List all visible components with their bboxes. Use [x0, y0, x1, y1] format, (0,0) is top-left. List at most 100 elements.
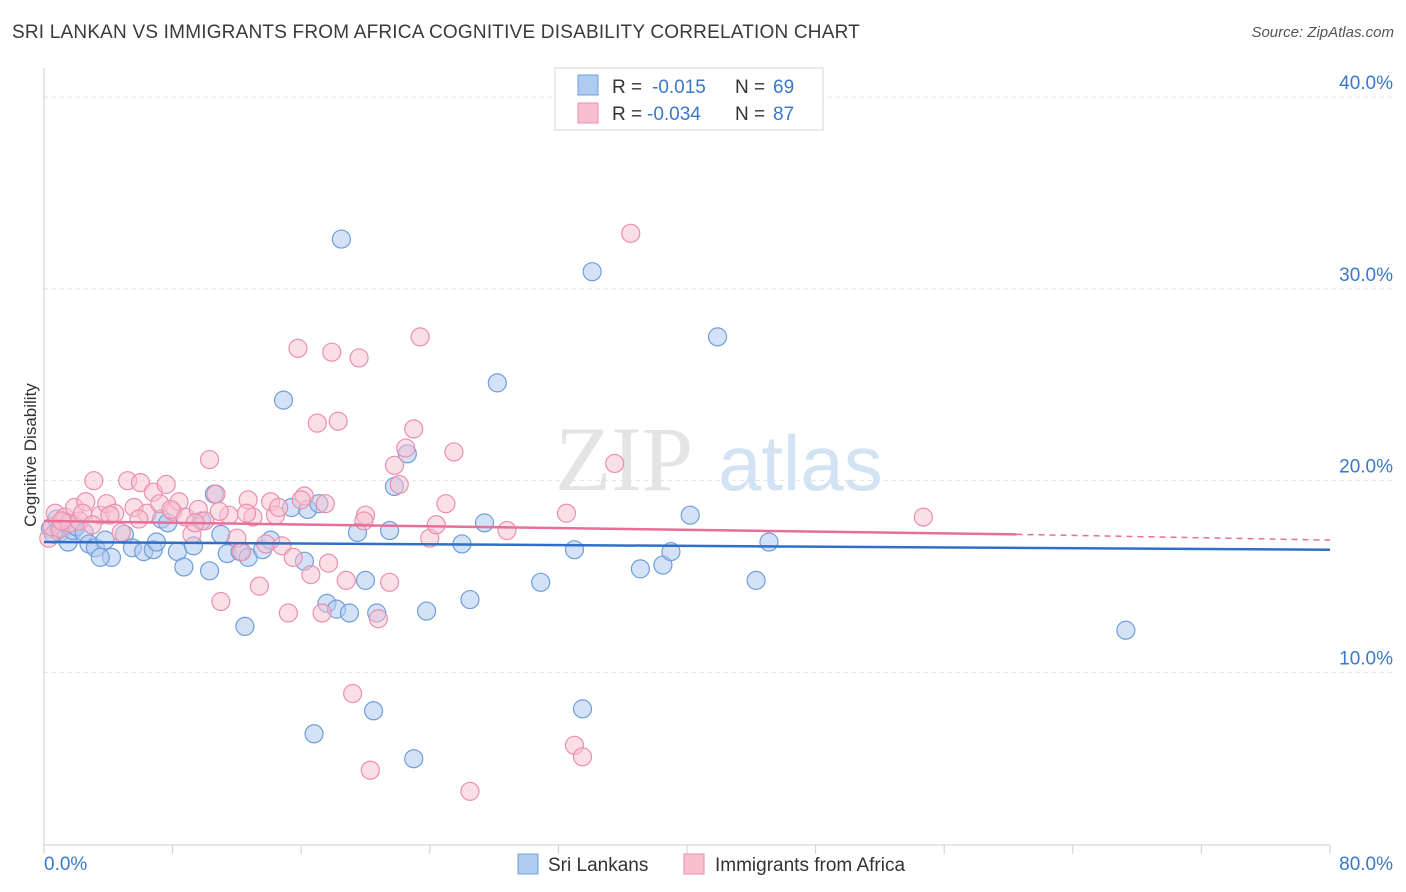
point-immigrants-africa	[269, 497, 289, 518]
y-tick-label: 20.0%	[1339, 457, 1393, 478]
trend-lines	[43, 519, 1331, 551]
x-tick-label-end: 80.0%	[1339, 854, 1393, 875]
point-sri-lankans	[1116, 620, 1136, 640]
point-sri-lankans	[630, 559, 650, 579]
point-sri-lankans	[380, 520, 400, 541]
point-sri-lankans	[474, 513, 495, 533]
point-immigrants-africa	[283, 547, 303, 567]
point-immigrants-africa	[384, 455, 405, 475]
point-sri-lankans	[235, 616, 255, 637]
point-immigrants-africa	[278, 603, 298, 623]
point-immigrants-africa	[404, 419, 424, 439]
point-sri-lankans	[460, 589, 480, 610]
x-tick-label-start: 0.0%	[44, 854, 87, 875]
gridlines	[44, 96, 1392, 673]
point-immigrants-africa	[315, 494, 335, 514]
point-sri-lankans	[564, 540, 585, 560]
watermark-zip: ZIP	[555, 408, 693, 510]
stats-r-label-2: R =	[612, 104, 642, 125]
point-immigrants-africa	[605, 453, 625, 474]
point-sri-lankans	[680, 505, 700, 525]
point-immigrants-africa	[130, 472, 151, 493]
legend-label-immigrants-africa: Immigrants from Africa	[715, 855, 905, 876]
point-sri-lankans	[759, 532, 779, 552]
point-immigrants-africa	[161, 499, 181, 520]
point-immigrants-africa	[497, 520, 517, 541]
axes: 10.0% 20.0% 30.0% 40.0% 0.0% 80.0%	[43, 68, 1393, 875]
point-immigrants-africa	[301, 565, 321, 585]
legend-label-sri-lankans: Sri Lankans	[548, 855, 648, 876]
point-sri-lankans	[304, 724, 324, 744]
point-sri-lankans	[199, 561, 220, 581]
point-immigrants-africa	[307, 413, 327, 433]
point-immigrants-africa	[336, 570, 356, 590]
point-immigrants-africa	[100, 505, 120, 525]
point-sri-lankans	[746, 570, 766, 590]
point-immigrants-africa	[389, 474, 409, 495]
point-sri-lankans	[416, 601, 437, 621]
point-sri-lankans	[404, 749, 424, 769]
point-immigrants-africa	[209, 501, 229, 521]
point-immigrants-africa	[460, 781, 480, 801]
point-immigrants-africa	[410, 327, 430, 347]
point-sri-lankans	[174, 557, 194, 577]
trend-line-sri-lankans	[43, 540, 1331, 551]
stats-n-label-1: N =	[735, 77, 765, 98]
point-sri-lankans	[331, 229, 351, 249]
legend-swatch-immigrants-africa	[683, 853, 705, 875]
point-immigrants-africa	[84, 471, 104, 491]
point-immigrants-africa	[360, 760, 380, 780]
y-axis-label: Cognitive Disability	[21, 383, 40, 527]
trend-line-immigrants-africa	[43, 519, 1017, 536]
point-immigrants-africa	[322, 342, 342, 362]
stats-r-value-2: -0.034	[647, 104, 701, 125]
point-immigrants-africa	[111, 522, 131, 543]
trend-line-immigrants-africa-extension	[1016, 533, 1331, 541]
point-immigrants-africa	[328, 411, 348, 431]
source-credit: Source: ZipAtlas.com	[1251, 24, 1394, 41]
point-sri-lankans	[531, 572, 551, 592]
point-immigrants-africa	[380, 572, 400, 592]
point-immigrants-africa	[312, 603, 332, 623]
point-immigrants-africa	[288, 338, 308, 358]
point-immigrants-africa	[291, 490, 311, 510]
point-sri-lankans	[273, 390, 294, 410]
legend-swatch-sri-lankans	[517, 853, 539, 875]
point-immigrants-africa	[343, 683, 363, 704]
point-immigrants-africa	[349, 348, 369, 368]
point-immigrants-africa	[556, 503, 577, 523]
watermark-atlas: atlas	[718, 419, 883, 507]
point-immigrants-africa	[156, 474, 176, 495]
stats-swatch-pink	[577, 102, 599, 124]
point-sri-lankans	[661, 542, 681, 562]
stats-legend-box	[554, 67, 824, 131]
series-immigrants-africa-points	[39, 223, 933, 801]
point-sri-lankans	[707, 327, 728, 347]
point-sri-lankans	[572, 699, 593, 719]
chart-title: SRI LANKAN VS IMMIGRANTS FROM AFRICA COG…	[12, 22, 860, 43]
point-immigrants-africa	[82, 515, 102, 535]
stats-legend: R = -0.015 N = 69 R = -0.034 N = 87	[554, 67, 824, 131]
point-immigrants-africa	[354, 511, 374, 531]
point-sri-lankans	[90, 547, 110, 567]
stats-r-value-1: -0.015	[652, 77, 706, 98]
point-immigrants-africa	[621, 223, 641, 243]
point-sri-lankans	[582, 262, 602, 282]
stats-n-value-1: 69	[773, 77, 794, 98]
point-immigrants-africa	[318, 553, 339, 573]
point-sri-lankans	[487, 373, 507, 393]
point-immigrants-africa	[436, 494, 456, 514]
point-immigrants-africa	[206, 484, 226, 504]
point-immigrants-africa	[232, 542, 252, 562]
point-immigrants-africa	[396, 438, 416, 458]
point-immigrants-africa	[199, 449, 220, 470]
point-immigrants-africa	[913, 507, 933, 527]
point-immigrants-africa	[444, 442, 464, 462]
point-immigrants-africa	[426, 515, 446, 535]
bottom-legend: Sri Lankans Immigrants from Africa	[517, 853, 905, 876]
point-sri-lankans	[95, 530, 115, 550]
point-sri-lankans	[355, 570, 376, 590]
y-tick-label: 10.0%	[1339, 648, 1393, 669]
point-immigrants-africa	[249, 576, 270, 596]
